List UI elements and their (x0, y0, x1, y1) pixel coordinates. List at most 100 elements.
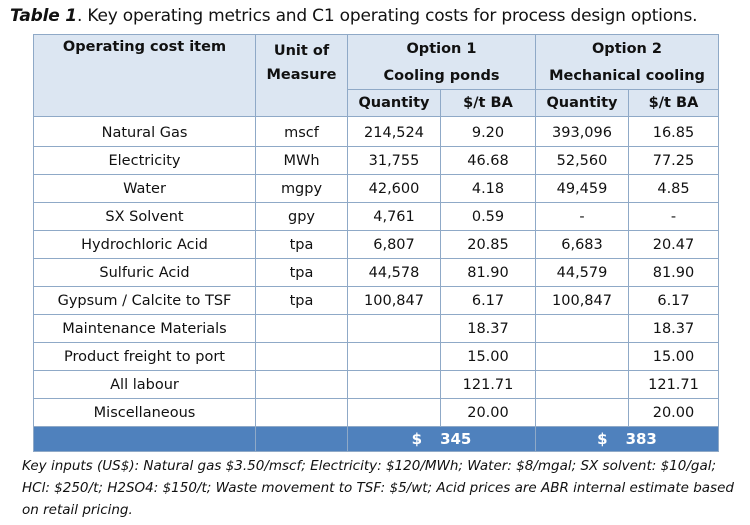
table-row: Gypsum / Calcite to TSF tpa 100,847 6.17 100… (33, 286, 719, 315)
cell-item: All labour (33, 370, 256, 399)
cell-option1-cost: 15.00 (440, 342, 536, 371)
cell-item: Natural Gas (33, 116, 256, 147)
cell-option1-cost: 6.17 (440, 286, 536, 315)
cell-option2-cost: 6.17 (628, 286, 719, 315)
cell-unit (255, 370, 348, 399)
cell-option2-cost: 77.25 (628, 146, 719, 175)
operating-costs-table: Operating cost item Unit of Measure Opti… (33, 34, 719, 452)
header-option1-sub: Cooling ponds (347, 62, 536, 90)
total-option2-currency: $ (597, 430, 608, 448)
table-row: SX Solvent gpy 4,761 0.59- - (33, 202, 719, 231)
cell-option1-quantity: 6,807 (347, 230, 441, 259)
cell-option2-cost: 4.85 (628, 174, 719, 203)
cell-unit: tpa (255, 286, 348, 315)
cell-option1-cost: 20.00 (440, 398, 536, 427)
cell-option2-quantity: - (535, 202, 629, 231)
table-caption: Table 1. Key operating metrics and C1 op… (10, 6, 746, 26)
total-option1-currency: $ (411, 430, 423, 448)
header-option1-title: Option 1 (347, 34, 536, 62)
cell-option2-cost: 20.47 (628, 230, 719, 259)
table-header: Operating cost item Unit of Measure Opti… (33, 34, 719, 117)
cell-option2-quantity: 100,847 (535, 286, 629, 315)
cell-option1-cost: 81.90 (440, 258, 536, 287)
cell-option2-cost: 20.00 (628, 398, 719, 427)
header-option1-cost: $/t BA (440, 89, 536, 117)
total-option2-value: 383 (625, 430, 657, 448)
cell-option1-quantity: 4,761 (347, 202, 441, 231)
table-row: Electricity MWh 31,755 46.68 52,560 77.25 (33, 146, 719, 175)
cell-option2-cost: 16.85 (628, 116, 719, 147)
total-option1: $345 (347, 426, 536, 452)
cell-unit: tpa (255, 258, 348, 287)
cell-option2-quantity: 393,096 (535, 116, 629, 147)
table-row: Maintenance Materials 18.37 18.37 (33, 314, 719, 343)
cell-option1-quantity: 100,847 (347, 286, 441, 315)
cell-option2-quantity (535, 370, 629, 399)
cell-option2-cost: 121.71 (628, 370, 719, 399)
cell-unit (255, 314, 348, 343)
cell-option2-cost: 18.37 (628, 314, 719, 343)
total-blank-item (33, 426, 256, 452)
table-row: Natural Gas mscf 214,524 9.20 393,096 16.85 (33, 116, 719, 147)
cell-unit: gpy (255, 202, 348, 231)
cell-option1-cost: 20.85 (440, 230, 536, 259)
cell-option2-quantity: 49,459 (535, 174, 629, 203)
cell-item: Electricity (33, 146, 256, 175)
cell-option2-cost: 81.90 (628, 258, 719, 287)
table-row: All labour 121.71 121.71 (33, 370, 719, 399)
cell-option2-cost: - (628, 202, 719, 231)
cell-option1-quantity (347, 314, 441, 343)
cell-item: Gypsum / Calcite to TSF (33, 286, 256, 315)
cell-option1-quantity (347, 370, 441, 399)
header-operating-cost-item: Operating cost item (33, 34, 256, 117)
cell-item: Miscellaneous (33, 398, 256, 427)
cell-option2-quantity (535, 314, 629, 343)
cell-option1-cost: 0.59 (440, 202, 536, 231)
table-row: Miscellaneous 20.00 20.00 (33, 398, 719, 427)
cell-option1-quantity (347, 342, 441, 371)
cell-option1-cost: 46.68 (440, 146, 536, 175)
table-body: Natural Gas mscf 214,524 9.20 393,096 16.85 El… (33, 116, 719, 427)
cell-unit (255, 398, 348, 427)
header-option2-cost: $/t BA (628, 89, 719, 117)
cell-item: Maintenance Materials (33, 314, 256, 343)
cell-option1-cost: 9.20 (440, 116, 536, 147)
table-totals: $345 $383 (33, 426, 719, 452)
cell-unit: MWh (255, 146, 348, 175)
total-option1-value: 345 (440, 430, 472, 448)
table-row: Sulfuric Acid tpa 44,578 81.90 44,579 81.90 (33, 258, 719, 287)
cell-option1-quantity: 42,600 (347, 174, 441, 203)
cell-option1-cost: 4.18 (440, 174, 536, 203)
header-unit-line2: Measure (266, 67, 337, 83)
cell-item: Product freight to port (33, 342, 256, 371)
table-row: Product freight to port 15.00 15.00 (33, 342, 719, 371)
cell-unit (255, 342, 348, 371)
header-option2-title: Option 2 (535, 34, 719, 62)
cell-item: SX Solvent (33, 202, 256, 231)
cell-option2-quantity: 52,560 (535, 146, 629, 175)
header-option2-quantity: Quantity (535, 89, 629, 117)
cell-option2-quantity (535, 342, 629, 371)
cell-option2-cost: 15.00 (628, 342, 719, 371)
cell-option1-quantity: 214,524 (347, 116, 441, 147)
cell-item: Hydrochloric Acid (33, 230, 256, 259)
cell-unit: mscf (255, 116, 348, 147)
cell-option2-quantity: 44,579 (535, 258, 629, 287)
footnote: Key inputs (US$): Natural gas $3.50/mscf… (22, 458, 734, 518)
cell-option2-quantity (535, 398, 629, 427)
caption-text: . Key operating metrics and C1 operating… (76, 6, 698, 26)
header-unit-line1: Unit of (273, 43, 330, 59)
cell-option2-quantity: 6,683 (535, 230, 629, 259)
cell-option1-cost: 18.37 (440, 314, 536, 343)
total-option2: $383 (535, 426, 719, 452)
cell-item: Sulfuric Acid (33, 258, 256, 287)
caption-lead: Table 1 (10, 6, 77, 26)
cell-unit: mgpy (255, 174, 348, 203)
cell-option1-cost: 121.71 (440, 370, 536, 399)
total-blank-unit (255, 426, 348, 452)
table-row: Water mgpy 42,600 4.18 49,459 4.85 (33, 174, 719, 203)
table-row: Hydrochloric Acid tpa 6,807 20.85 6,683 20.47 (33, 230, 719, 259)
cell-option1-quantity: 31,755 (347, 146, 441, 175)
header-unit-of-measure: Unit of Measure (255, 34, 348, 117)
cell-option1-quantity: 44,578 (347, 258, 441, 287)
